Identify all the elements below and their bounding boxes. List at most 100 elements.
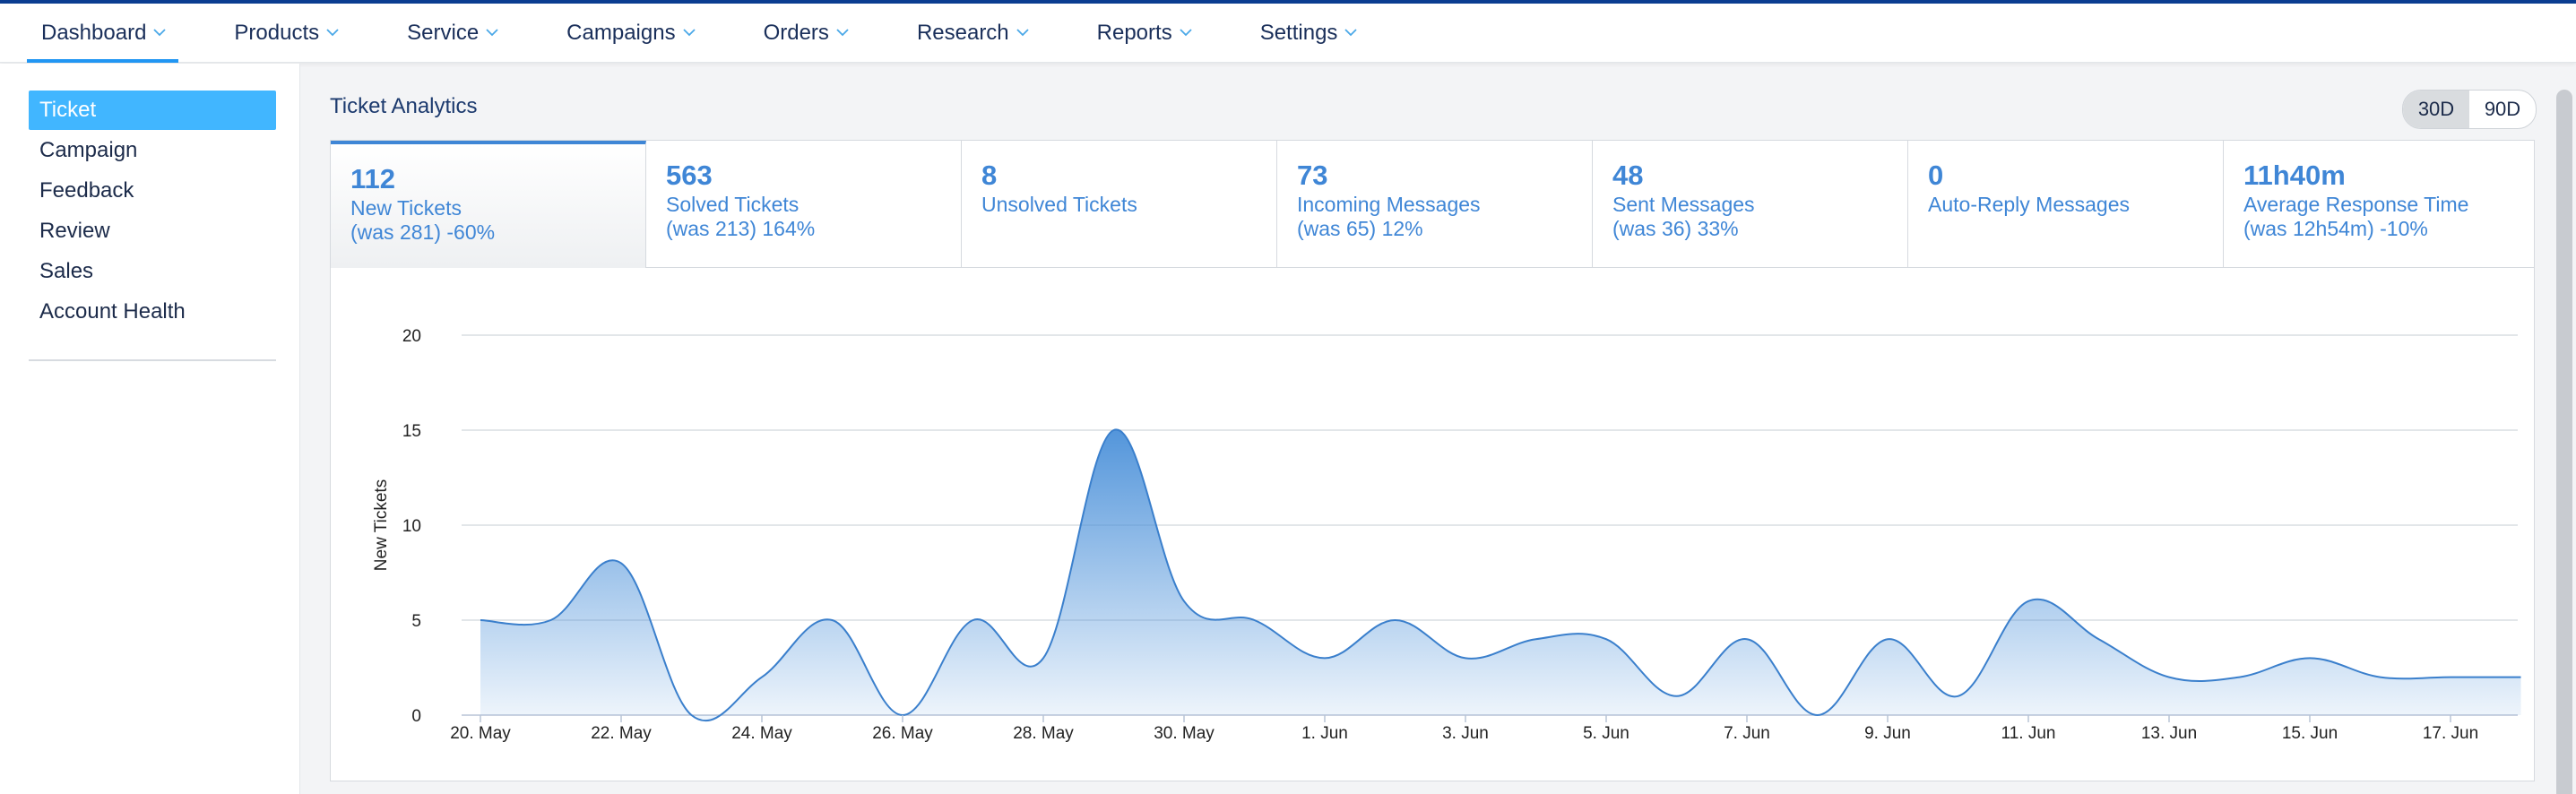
- stat-tab-new-tickets[interactable]: 112 New Tickets (was 281) -60%: [331, 141, 646, 268]
- x-tick-label: 3. Jun: [1442, 724, 1489, 743]
- data-point[interactable]: [2237, 675, 2243, 680]
- data-point[interactable]: [2519, 675, 2524, 680]
- stat-tab-solved-tickets[interactable]: 563 Solved Tickets (was 213) 164%: [646, 141, 962, 268]
- stat-tab-sent-messages[interactable]: 48 Sent Messages (was 36) 33%: [1593, 141, 1908, 268]
- sidebar-item-sales[interactable]: Sales: [39, 259, 94, 283]
- range-30d-button[interactable]: 30D: [2403, 91, 2469, 128]
- x-tick-label: 26. May: [872, 724, 933, 743]
- data-point[interactable]: [618, 560, 624, 565]
- nav-dashboard[interactable]: Dashboard: [27, 4, 179, 63]
- data-point[interactable]: [2378, 675, 2383, 680]
- chevron-down-icon: [326, 28, 339, 39]
- stat-tab-unsolved-tickets[interactable]: 8 Unsolved Tickets: [962, 141, 1277, 268]
- data-point[interactable]: [2026, 599, 2031, 604]
- nav-label: Campaigns: [566, 20, 676, 45]
- series-line: [480, 428, 2521, 722]
- nav-research[interactable]: Research: [903, 4, 1042, 63]
- data-point[interactable]: [1181, 599, 1187, 604]
- data-point[interactable]: [1041, 655, 1046, 660]
- stat-value: 73: [1297, 160, 1328, 191]
- stat-tab-auto-reply-messages[interactable]: 0 Auto-Reply Messages: [1908, 141, 2224, 268]
- nav-service[interactable]: Service: [393, 4, 511, 63]
- x-tick-label: 7. Jun: [1724, 724, 1770, 743]
- stat-tab-incoming-messages[interactable]: 73 Incoming Messages (was 65) 12%: [1277, 141, 1593, 268]
- sidebar-item-ticket[interactable]: Ticket: [29, 91, 276, 130]
- nav-campaigns[interactable]: Campaigns: [552, 4, 707, 63]
- stat-value: 0: [1928, 160, 1944, 191]
- data-point[interactable]: [830, 617, 835, 623]
- chevron-down-icon: [682, 28, 696, 39]
- data-point[interactable]: [1885, 636, 1890, 642]
- chevron-down-icon: [153, 28, 167, 39]
- data-point[interactable]: [1463, 655, 1468, 660]
- stat-value: 563: [666, 160, 713, 191]
- chevron-down-icon: [486, 28, 498, 39]
- data-point[interactable]: [2448, 675, 2453, 680]
- stat-sub: (was 12h54m) -10%: [2243, 217, 2428, 240]
- sidebar-item-account-health[interactable]: Account Health: [39, 299, 186, 324]
- sidebar-item-campaign[interactable]: Campaign: [39, 138, 138, 162]
- x-tick-label: 17. Jun: [2423, 724, 2478, 743]
- data-point[interactable]: [1111, 427, 1117, 433]
- range-90d-button[interactable]: 90D: [2484, 98, 2521, 120]
- stat-label: Sent Messages: [1612, 193, 1755, 216]
- data-point[interactable]: [1252, 617, 1258, 623]
- stat-value: 112: [350, 163, 396, 194]
- data-point[interactable]: [2307, 655, 2312, 660]
- data-point[interactable]: [478, 617, 483, 623]
- nav-products[interactable]: Products: [220, 4, 351, 63]
- y-axis-title: New Tickets: [372, 479, 391, 571]
- analytics-panel: 112 New Tickets (was 281) -60% 563 Solved Ti…: [330, 140, 2535, 781]
- stat-sub: (was 65) 12%: [1297, 217, 1423, 240]
- data-point[interactable]: [971, 617, 976, 623]
- stat-label: New Tickets: [350, 196, 462, 220]
- data-point[interactable]: [1393, 617, 1398, 623]
- x-tick-label: 30. May: [1154, 724, 1215, 743]
- nav-orders[interactable]: Orders: [749, 4, 861, 63]
- nav-label: Research: [916, 20, 1009, 45]
- new-tickets-chart: 0 5 10 15 20 New Tickets 20. May 22. May 24. May…: [372, 327, 2524, 743]
- nav-label: Service: [407, 20, 480, 45]
- page-title: Ticket Analytics: [330, 94, 478, 118]
- x-tick-label: 11. Jun: [2001, 724, 2056, 743]
- data-point[interactable]: [689, 712, 695, 718]
- data-point[interactable]: [2096, 636, 2102, 642]
- range-toggle: 30D 90D: [2402, 90, 2537, 129]
- stat-value: 11h40m: [2243, 160, 2346, 191]
- data-point[interactable]: [1322, 655, 1327, 660]
- data-point[interactable]: [759, 675, 765, 680]
- data-point[interactable]: [1674, 694, 1680, 699]
- sidebar: Ticket Campaign Feedback Review Sales Account…: [0, 64, 300, 794]
- data-point[interactable]: [549, 617, 554, 623]
- scrollbar[interactable]: [2556, 90, 2572, 794]
- x-tick-label: 5. Jun: [1583, 724, 1629, 743]
- stat-tabs: 112 New Tickets (was 281) -60% 563 Solved Ti…: [331, 141, 2534, 268]
- x-tick-label: 22. May: [591, 724, 652, 743]
- stat-tab-average-response-time[interactable]: 11h40m Average Response Time (was 12h54m) …: [2224, 141, 2534, 268]
- stat-sub: (was 213) 164%: [666, 217, 816, 240]
- sidebar-divider: [29, 359, 276, 361]
- series-area: [480, 429, 2521, 721]
- sidebar-item-feedback[interactable]: Feedback: [39, 178, 134, 203]
- sidebar-item-review[interactable]: Review: [39, 219, 110, 243]
- stat-sub: (was 36) 33%: [1612, 217, 1739, 240]
- data-point[interactable]: [1956, 694, 1961, 699]
- x-tick-label: 13. Jun: [2141, 724, 2197, 743]
- nav-label: Products: [234, 20, 320, 45]
- nav-settings[interactable]: Settings: [1246, 4, 1370, 63]
- data-point[interactable]: [1744, 636, 1750, 642]
- stat-label: Incoming Messages: [1297, 193, 1481, 216]
- nav-reports[interactable]: Reports: [1083, 4, 1205, 63]
- data-point[interactable]: [1604, 636, 1609, 642]
- nav-label: Orders: [763, 20, 829, 45]
- chevron-down-icon: [836, 28, 849, 39]
- data-point[interactable]: [1815, 712, 1820, 718]
- y-tick-label: 5: [411, 612, 421, 631]
- data-point[interactable]: [2166, 675, 2172, 680]
- nav-label: Dashboard: [41, 20, 147, 45]
- sidebar-list: Ticket Campaign Feedback Review Sales Account…: [29, 91, 276, 332]
- y-tick-label: 15: [402, 422, 421, 441]
- top-accent-bar: [0, 0, 2576, 4]
- data-point[interactable]: [1534, 636, 1539, 642]
- x-tick-label: 28. May: [1013, 724, 1074, 743]
